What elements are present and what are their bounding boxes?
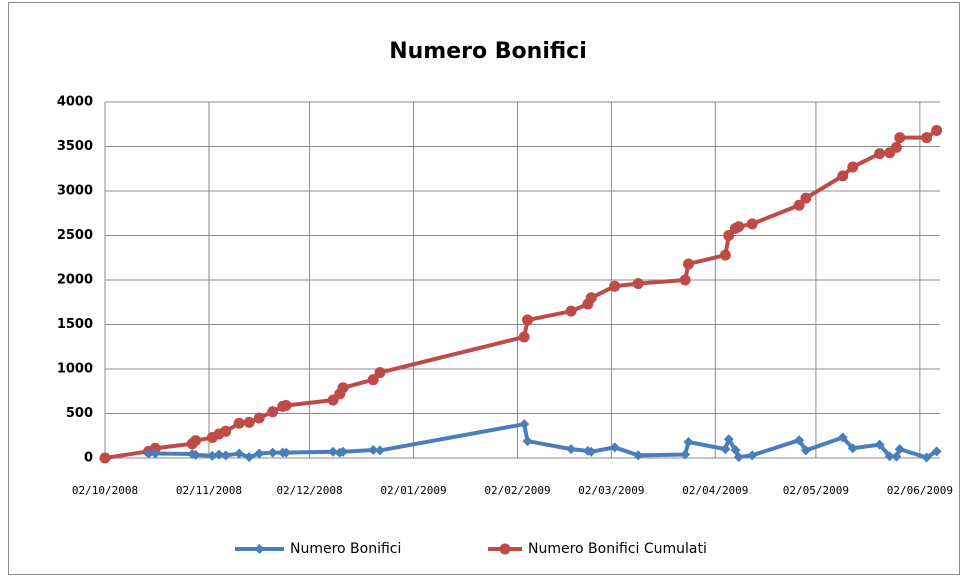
point <box>891 451 902 462</box>
y-tick-label: 500 <box>66 406 93 421</box>
y-tick-label: 2000 <box>57 273 93 288</box>
point <box>921 132 933 144</box>
legend-marker <box>499 543 511 555</box>
point <box>368 444 379 455</box>
point <box>522 314 534 326</box>
chart-title: Numero Bonifici <box>389 39 587 64</box>
point <box>733 452 744 463</box>
point <box>847 161 859 173</box>
point <box>679 274 691 286</box>
point <box>800 445 811 456</box>
point <box>800 192 812 204</box>
point <box>367 374 379 386</box>
x-tick-label: 02/12/2008 <box>276 484 342 497</box>
point <box>720 444 731 455</box>
point <box>374 367 386 379</box>
point <box>837 170 849 182</box>
y-tick-label: 0 <box>84 451 93 466</box>
point <box>243 416 255 428</box>
point <box>609 442 620 453</box>
chart-border <box>8 2 960 575</box>
legend-marker <box>254 544 265 554</box>
point <box>633 450 644 461</box>
point <box>143 448 154 459</box>
point <box>338 446 349 457</box>
point <box>99 452 111 464</box>
point <box>267 447 278 458</box>
point <box>723 230 735 241</box>
point <box>890 141 902 153</box>
point <box>746 218 758 230</box>
point <box>609 280 621 292</box>
point <box>280 399 292 411</box>
point <box>328 446 339 457</box>
y-tick-label: 1000 <box>57 362 93 377</box>
point <box>190 435 202 447</box>
point <box>374 445 385 456</box>
point <box>337 382 349 394</box>
point <box>150 448 161 459</box>
x-tick-label: 02/05/2009 <box>783 484 849 497</box>
point <box>874 148 886 160</box>
point <box>931 124 943 136</box>
point <box>149 442 161 454</box>
y-tick-label: 1500 <box>57 317 93 332</box>
point <box>522 436 533 447</box>
x-tick-label: 02/03/2009 <box>578 484 644 497</box>
y-tick-label: 3000 <box>57 184 93 199</box>
point <box>254 448 265 459</box>
point <box>214 449 225 460</box>
point <box>874 439 885 450</box>
x-tick-label: 02/10/2008 <box>72 484 138 497</box>
point <box>680 449 691 460</box>
x-tick-label: 02/11/2008 <box>176 484 242 497</box>
point <box>894 132 906 144</box>
x-tick-label: 02/01/2009 <box>380 484 446 497</box>
legend-label: Numero Bonifici <box>290 541 401 557</box>
point <box>794 435 805 446</box>
point <box>207 450 218 461</box>
point <box>682 258 694 270</box>
point <box>233 417 245 429</box>
point <box>747 450 758 461</box>
point <box>683 436 694 447</box>
point <box>632 278 644 290</box>
point <box>566 444 577 455</box>
point <box>234 448 245 459</box>
point <box>281 447 292 458</box>
point <box>585 292 597 304</box>
point <box>267 406 279 418</box>
point <box>733 221 745 233</box>
point <box>220 425 232 437</box>
point <box>847 443 858 454</box>
point <box>190 449 201 460</box>
x-tick-label: 02/02/2009 <box>484 484 550 497</box>
point <box>244 452 255 463</box>
point <box>518 331 530 343</box>
y-tick-label: 3500 <box>57 139 93 154</box>
legend-label: Numero Bonifici Cumulati <box>528 541 707 557</box>
point <box>884 451 895 462</box>
point <box>723 434 734 445</box>
point <box>253 412 265 424</box>
point <box>931 446 942 457</box>
point <box>565 305 577 317</box>
y-tick-label: 4000 <box>57 95 93 110</box>
point <box>837 432 848 443</box>
point <box>586 446 597 457</box>
x-tick-label: 02/04/2009 <box>682 484 748 497</box>
point <box>793 199 805 211</box>
point <box>894 444 905 455</box>
x-tick-label: 02/06/2009 <box>887 484 953 497</box>
y-tick-label: 2500 <box>57 228 93 243</box>
point <box>519 419 530 430</box>
point <box>730 444 741 455</box>
point <box>921 452 932 463</box>
point <box>220 450 231 461</box>
point <box>719 249 731 261</box>
